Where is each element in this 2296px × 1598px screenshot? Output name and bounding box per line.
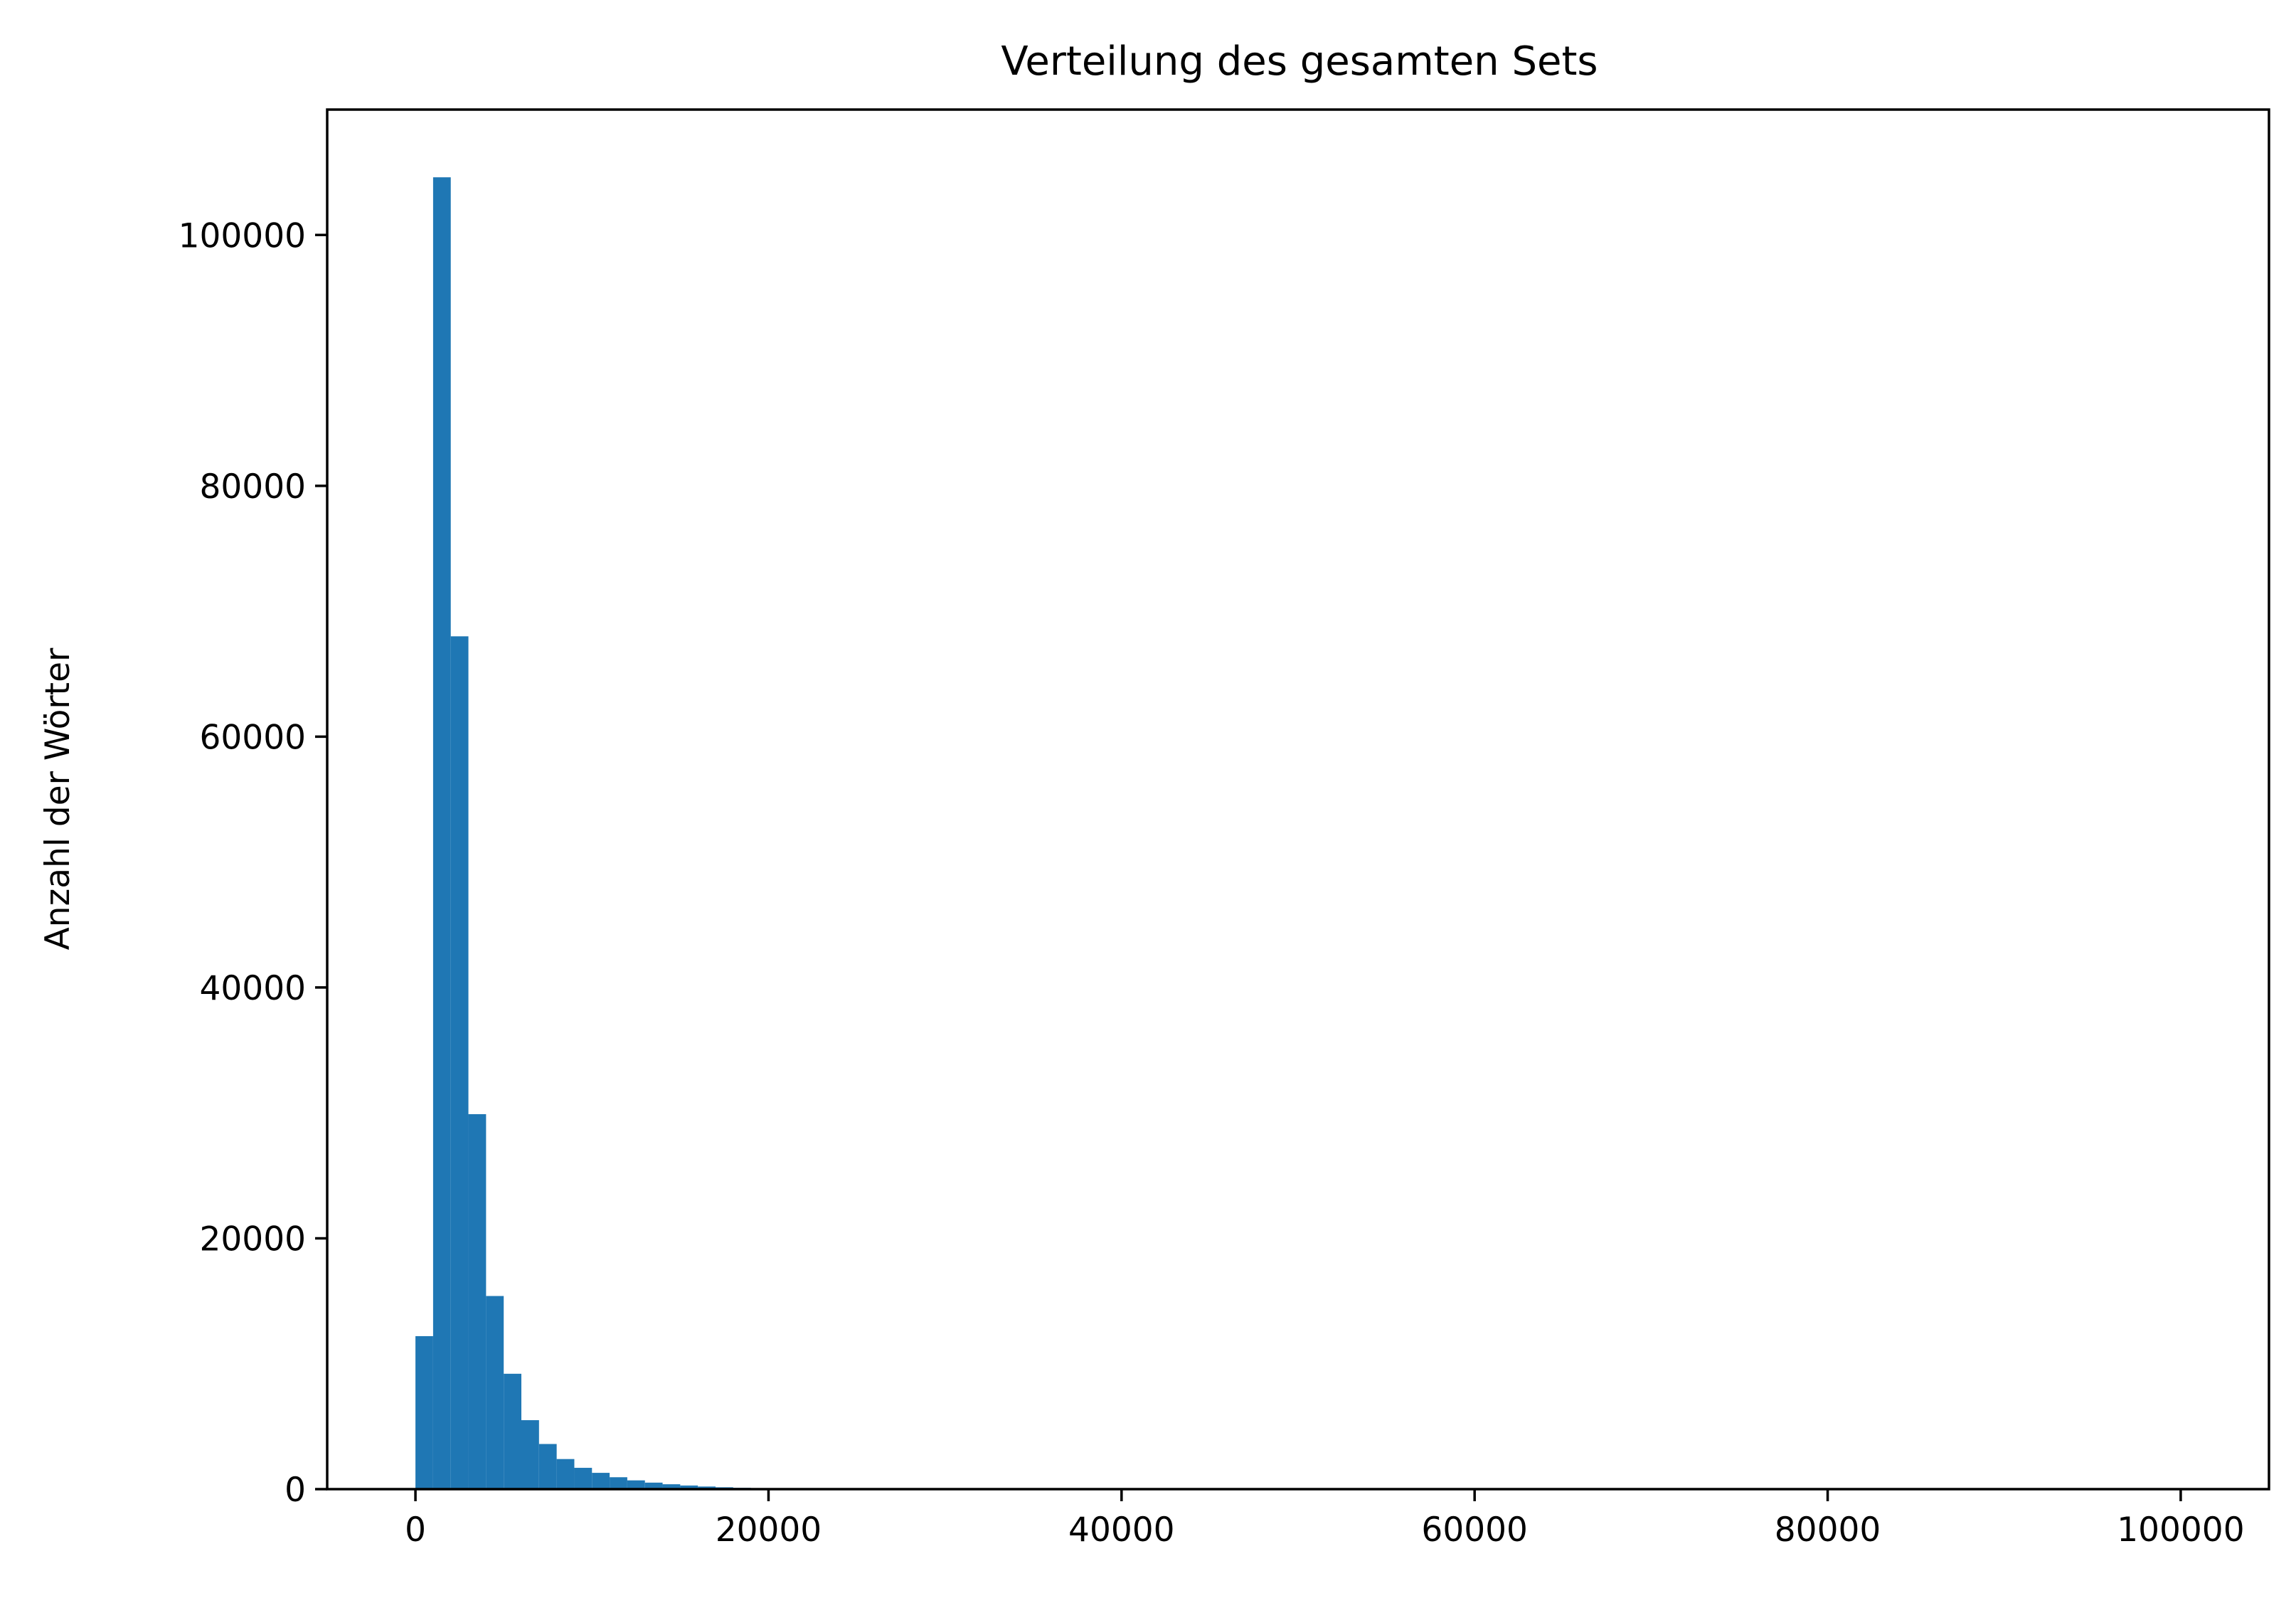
y-tick-label: 0 xyxy=(285,1471,306,1510)
histogram-bar xyxy=(610,1477,627,1489)
y-tick-label: 80000 xyxy=(199,467,306,507)
y-tick-label: 100000 xyxy=(179,216,306,255)
y-axis-ticks: 0 20000 40000 60000 80000 100000 xyxy=(179,216,327,1510)
y-tick-label: 60000 xyxy=(199,718,306,757)
x-tick-label: 20000 xyxy=(716,1510,822,1550)
histogram-bar xyxy=(504,1373,521,1489)
histogram-bar xyxy=(415,1335,433,1489)
histogram-bar xyxy=(662,1484,681,1489)
x-tick-label: 100000 xyxy=(2117,1510,2244,1550)
histogram-bar xyxy=(574,1468,592,1489)
y-tick-label: 20000 xyxy=(199,1219,306,1259)
x-tick-label: 80000 xyxy=(1775,1510,1881,1550)
histogram-bar xyxy=(450,636,469,1489)
histogram-bar xyxy=(627,1480,645,1489)
x-axis-ticks: 0 20000 40000 60000 80000 100000 xyxy=(405,1489,2245,1550)
histogram-bar xyxy=(468,1113,487,1489)
histogram-bar xyxy=(521,1420,539,1489)
histogram-bar xyxy=(538,1444,557,1489)
plot-frame xyxy=(326,108,2270,1491)
histogram-bar xyxy=(432,177,451,1490)
x-tick-label: 0 xyxy=(405,1510,426,1550)
histogram-bar xyxy=(680,1485,698,1489)
y-tick-label: 40000 xyxy=(199,969,306,1008)
histogram-bar xyxy=(486,1296,504,1489)
histogram-bar xyxy=(644,1482,663,1489)
x-tick-label: 60000 xyxy=(1421,1510,1528,1550)
bars-group xyxy=(415,177,1122,1490)
chart-title: Verteilung des gesamten Sets xyxy=(1001,38,1598,85)
x-tick-label: 40000 xyxy=(1068,1510,1175,1550)
histogram-bar xyxy=(592,1473,610,1489)
histogram-bar xyxy=(698,1486,716,1489)
histogram-bar xyxy=(556,1459,575,1489)
y-axis-label: Anzahl der Wörter xyxy=(38,647,78,950)
